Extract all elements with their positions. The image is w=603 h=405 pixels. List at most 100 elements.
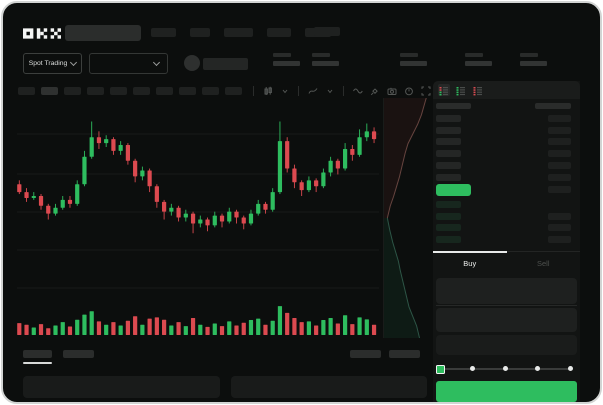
divider — [253, 86, 254, 96]
divider — [436, 305, 577, 306]
ask-amount-cell[interactable] — [548, 173, 571, 181]
divider — [298, 86, 299, 96]
bid-price-cell[interactable] — [436, 201, 461, 208]
ask-price-cell[interactable] — [436, 173, 461, 181]
stat-block-2 — [400, 53, 427, 66]
stat-label-skeleton — [312, 53, 330, 57]
wave-icon[interactable] — [352, 86, 363, 96]
ask-price-cell[interactable] — [436, 161, 461, 169]
nav-item-2[interactable] — [224, 28, 253, 37]
ask-amount-cell[interactable] — [548, 150, 571, 158]
bottom-right-pill[interactable] — [350, 350, 381, 358]
timeframe-button-3[interactable] — [87, 87, 104, 95]
timeframe-button-0[interactable] — [18, 87, 35, 95]
tab-buy[interactable]: Buy — [433, 251, 507, 274]
timeframe-button-4[interactable] — [110, 87, 127, 95]
book-combined-icon[interactable] — [438, 84, 450, 96]
slider-mark-75[interactable] — [535, 366, 540, 371]
stat-block-0 — [273, 53, 300, 66]
active-tab-underline — [23, 362, 52, 364]
search-input[interactable] — [65, 25, 141, 41]
fullscreen-icon[interactable] — [421, 86, 431, 96]
chevron-down-icon — [70, 58, 78, 67]
bid-price-cell[interactable] — [436, 224, 461, 232]
timeframe-button-2[interactable] — [64, 87, 81, 95]
timeframe-button-7[interactable] — [179, 87, 196, 95]
stat-value-skeleton — [400, 61, 427, 66]
ask-amount-cell[interactable] — [548, 138, 571, 146]
stat-block-1 — [312, 53, 339, 66]
orders-tab-active[interactable] — [23, 350, 52, 358]
ask-price-cell[interactable] — [436, 115, 461, 122]
amount-slider[interactable] — [435, 364, 573, 374]
slider-mark-50[interactable] — [502, 366, 508, 371]
ask-price-cell[interactable] — [436, 138, 461, 146]
ask-amount-cell[interactable] — [548, 115, 571, 122]
chevron-down-icon[interactable] — [280, 86, 290, 96]
trade-side-panel: Buy Sell — [433, 81, 580, 402]
candlestick-chart[interactable] — [17, 98, 379, 294]
chevron-down-icon — [152, 58, 161, 67]
bottom-right-pill[interactable] — [389, 350, 420, 358]
header-amount-cell[interactable] — [535, 103, 571, 109]
amount-field[interactable] — [436, 308, 577, 332]
ask-price-cell[interactable] — [436, 126, 461, 134]
timeframe-button-1[interactable] — [41, 87, 58, 95]
market-mode-label: Spot Trading — [28, 60, 68, 67]
timeframe-button-8[interactable] — [202, 87, 219, 95]
orderbook-view-switcher — [433, 81, 580, 99]
timeframe-button-5[interactable] — [133, 87, 150, 95]
slider-mark-100[interactable] — [567, 366, 573, 371]
slider-mark-25[interactable] — [470, 366, 475, 371]
symbol-dropdown[interactable] — [89, 53, 168, 74]
orders-table-skeleton — [231, 376, 427, 398]
market-mode-dropdown[interactable]: Spot Trading — [23, 53, 82, 74]
okx-logo — [23, 26, 61, 44]
orders-tab[interactable] — [63, 350, 94, 358]
price-field[interactable] — [436, 278, 577, 304]
timer-icon[interactable] — [404, 86, 414, 96]
timeframe-button-6[interactable] — [156, 87, 173, 95]
nav-item-0[interactable] — [151, 28, 176, 37]
camera-icon[interactable] — [387, 86, 397, 96]
depth-chart[interactable] — [383, 97, 432, 339]
volume-chart[interactable] — [17, 299, 379, 335]
last-price-highlight[interactable] — [436, 184, 471, 196]
bid-amount-cell[interactable] — [548, 235, 571, 243]
chevron-down-icon[interactable] — [325, 86, 335, 96]
ask-price-cell[interactable] — [436, 150, 461, 158]
header-price-cell[interactable] — [436, 103, 471, 109]
total-field[interactable] — [436, 335, 577, 355]
trade-tabs: Buy Sell — [433, 251, 580, 274]
bid-price-cell[interactable] — [436, 235, 461, 243]
buy-submit-button[interactable] — [436, 381, 577, 402]
candle-style-icon[interactable] — [263, 86, 273, 96]
indicators-icon[interactable] — [308, 86, 318, 96]
ask-amount-cell[interactable] — [548, 161, 571, 169]
last_price-amount-cell[interactable] — [548, 186, 571, 193]
coin-avatar[interactable] — [184, 55, 200, 71]
stat-value-skeleton — [312, 61, 339, 66]
bid-price-cell[interactable] — [436, 212, 461, 220]
orders-table-skeleton — [23, 376, 220, 398]
stat-label-skeleton — [520, 53, 538, 57]
pair-name-skeleton — [203, 58, 248, 70]
stat-block-3 — [465, 53, 492, 66]
slider-handle[interactable] — [435, 364, 445, 374]
stat-value-skeleton — [465, 61, 492, 66]
book-asks-icon[interactable] — [472, 84, 484, 96]
tab-sell[interactable]: Sell — [536, 259, 550, 268]
draw-icon[interactable] — [370, 86, 380, 96]
bid-amount-cell[interactable] — [548, 212, 571, 220]
timeframe-button-9[interactable] — [225, 87, 242, 95]
nav-item-1[interactable] — [190, 28, 210, 37]
ask-amount-cell[interactable] — [548, 126, 571, 134]
book-bids-icon[interactable] — [455, 84, 467, 96]
stat-value-skeleton — [273, 61, 300, 66]
stat-label-skeleton — [465, 53, 483, 57]
nav-item-3[interactable] — [267, 28, 291, 37]
bid-amount-cell[interactable] — [548, 224, 571, 232]
nav-item-right[interactable] — [314, 27, 340, 36]
